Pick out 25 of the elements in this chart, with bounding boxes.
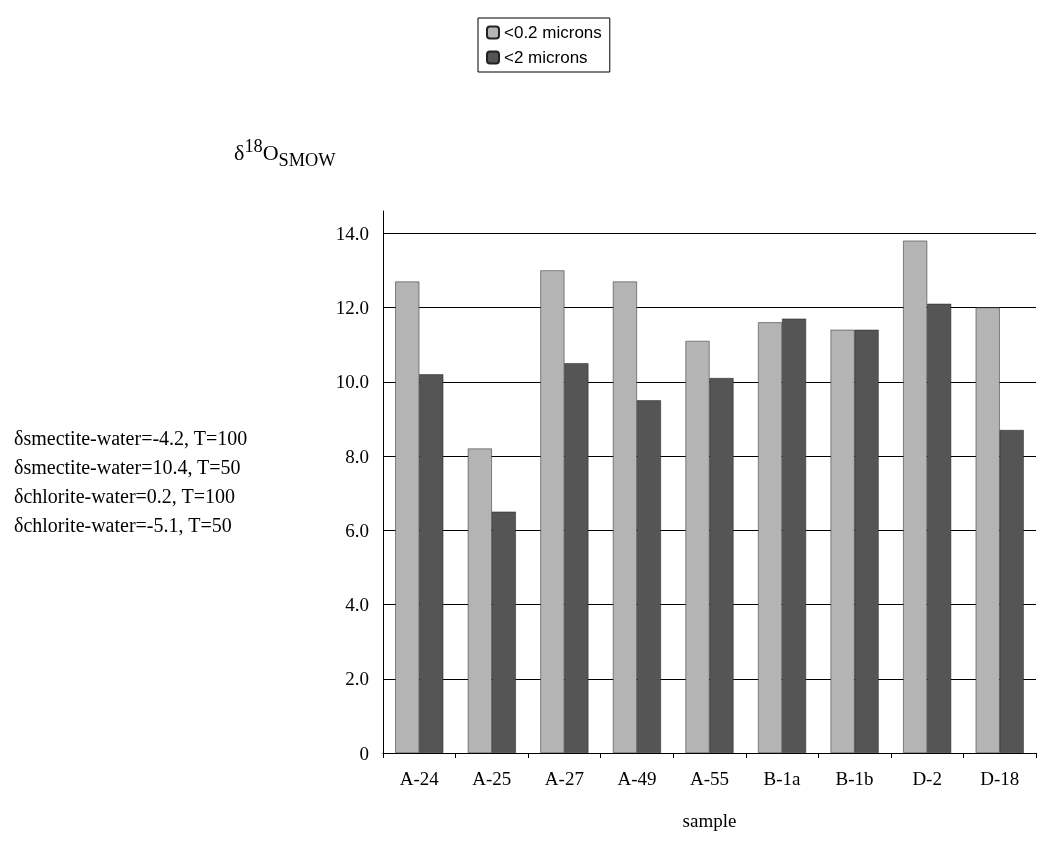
y-tick-label: 8.0	[345, 445, 369, 467]
x-tick-label: A-24	[399, 768, 440, 789]
y-tick-label: 2.0	[345, 668, 369, 690]
x-tick-label: B-1a	[763, 768, 802, 789]
x-tick-label: A-49	[617, 768, 657, 789]
legend-label: <2 microns	[504, 48, 588, 67]
x-tick-label: D-18	[980, 768, 1020, 789]
x-tick-label: A-27	[544, 768, 584, 789]
y-tick-label: 12.0	[335, 297, 369, 319]
y-tick-label: 4.0	[345, 594, 369, 616]
x-tick-label: D-2	[912, 768, 942, 789]
legend-label: <0.2 microns	[504, 23, 602, 42]
y-tick-label: 0	[359, 742, 369, 764]
y-tick-label: 14.0	[335, 222, 369, 244]
y-axis-title: δ$^{18}$O$_{SMOW}$	[234, 136, 336, 171]
y-tick-label: 6.0	[345, 519, 369, 541]
text: δsmectite-water=10.4, T=50	[14, 456, 241, 478]
x-axis-title: sample	[682, 810, 737, 831]
x-tick-label: B-1b	[835, 768, 874, 789]
text: δsmectite-water=-4.2, T=100	[14, 427, 248, 449]
text: δchlorite-water=0.2, T=100	[14, 485, 235, 507]
y-tick-label: 10.0	[335, 371, 369, 393]
x-tick-label: A-55	[689, 768, 730, 789]
x-tick-label: A-25	[472, 768, 512, 789]
text: δchlorite-water=-5.1, T=50	[14, 514, 232, 536]
